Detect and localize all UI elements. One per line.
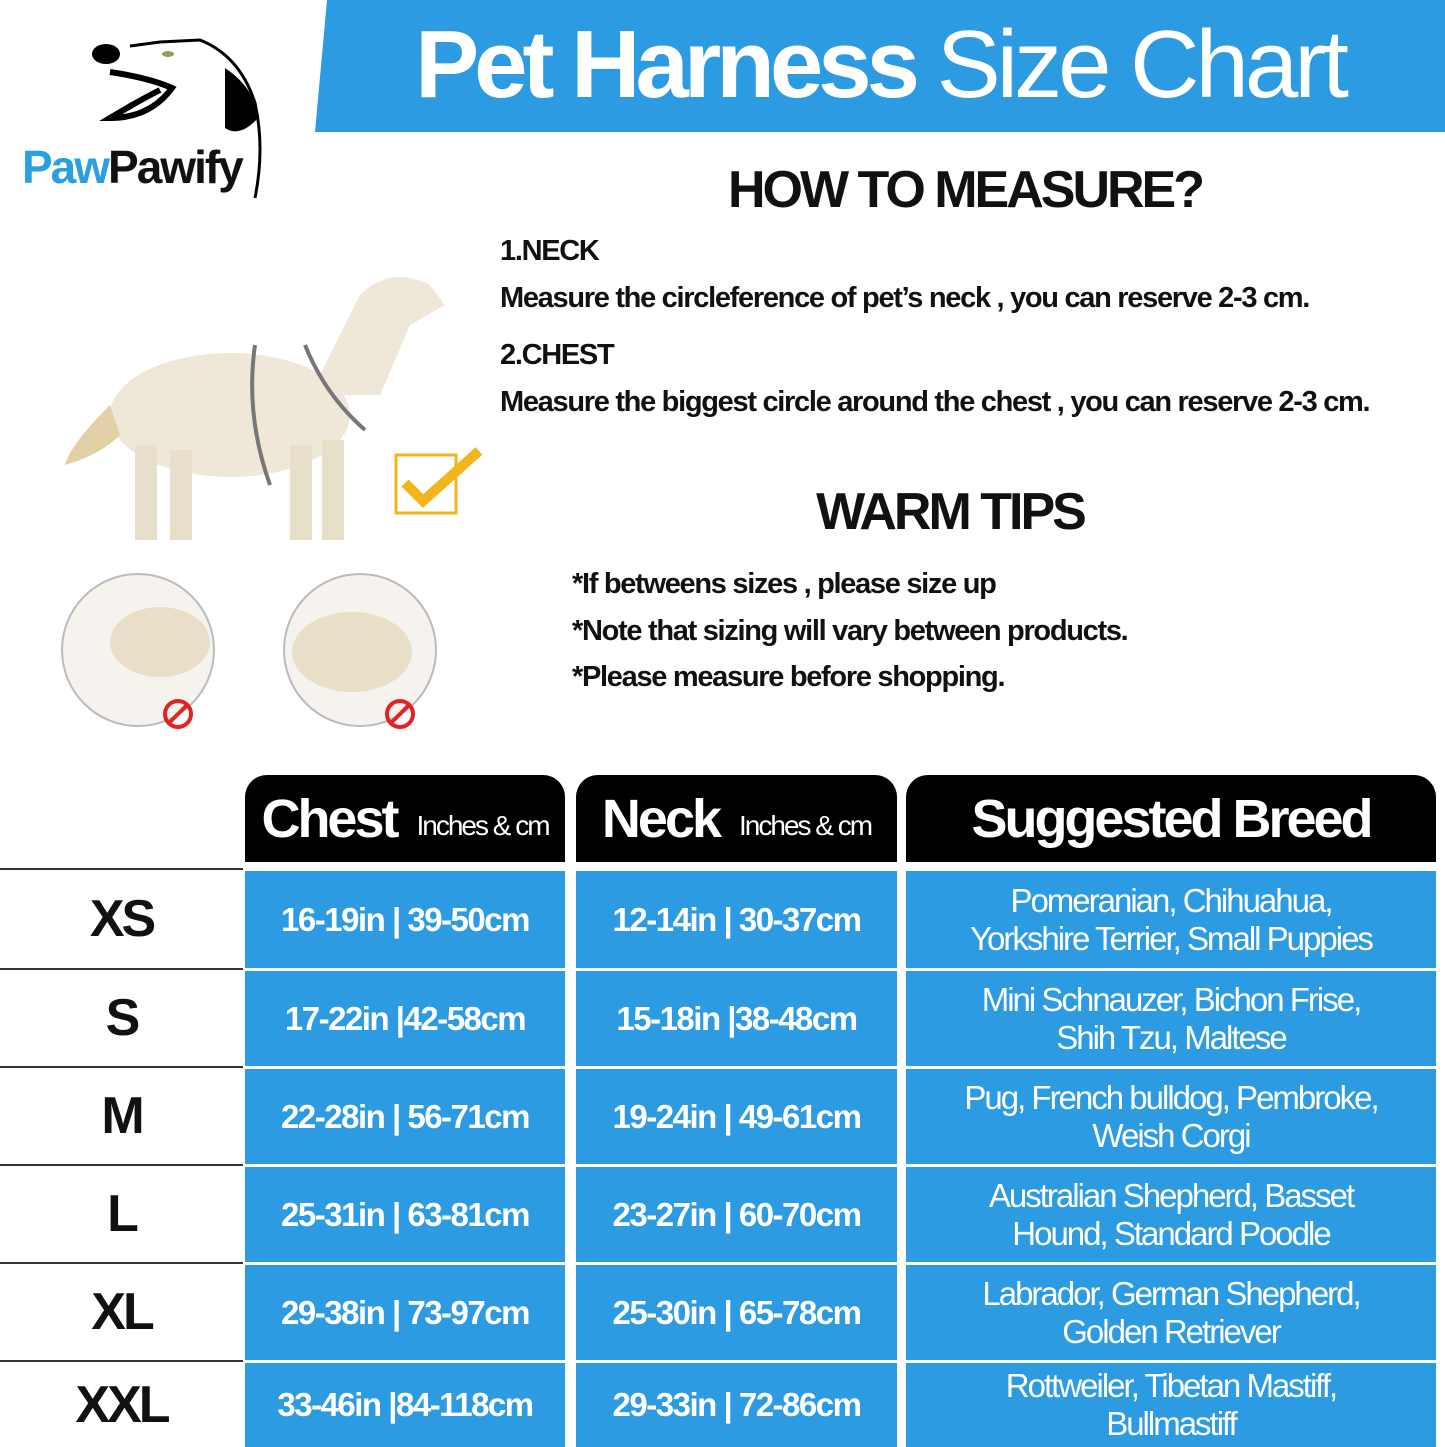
size-label: M — [0, 1066, 243, 1164]
chest-value: 22-28in | 56-71cm — [281, 1097, 530, 1135]
breed-line: Shih Tzu, Maltese — [1056, 1018, 1288, 1056]
chest-cell: 29-38in | 73-97cm — [245, 1265, 565, 1360]
breed-line: Yorkshire Terrier, Small Puppies — [970, 919, 1374, 957]
breed-line: Labrador, German Shepherd, — [982, 1274, 1361, 1312]
tip-item: *Note that sizing will vary between prod… — [572, 615, 1129, 647]
neck-value: 29-33in | 72-86cm — [612, 1386, 862, 1423]
breed-line: Mini Schnauzer, Bichon Frise, — [981, 980, 1363, 1018]
breed-line: Rottweiler, Tibetan Mastiff, — [1005, 1367, 1338, 1404]
chest-cell: 17-22in |42-58cm — [245, 971, 565, 1066]
breed-line: Golden Retriever — [1062, 1312, 1281, 1350]
size-label: XL — [0, 1262, 243, 1360]
dog-head-logo-icon — [92, 38, 262, 198]
chest-value: 33-46in |84-118cm — [277, 1386, 534, 1423]
title-banner — [315, 0, 1445, 132]
breed-cell: Pomeranian, Chihuahua, Yorkshire Terrier,… — [906, 871, 1436, 968]
chest-cell: 33-46in |84-118cm — [245, 1363, 565, 1447]
neck-cell: 19-24in | 49-61cm — [576, 1069, 897, 1164]
chest-value: 29-38in | 73-97cm — [281, 1293, 530, 1331]
size-label: XS — [0, 868, 243, 968]
neck-cell: 29-33in | 72-86cm — [576, 1363, 897, 1447]
neck-value: 23-27in | 60-70cm — [612, 1195, 862, 1233]
breed-line: Weish Corgi — [1092, 1116, 1251, 1154]
no-sign-icon — [163, 699, 193, 729]
wrong-neck-photo — [61, 573, 215, 729]
breed-cell: Rottweiler, Tibetan Mastiff, Bullmastiff — [906, 1363, 1436, 1447]
neck-cell: 23-27in | 60-70cm — [576, 1167, 897, 1262]
wrong-chest-photo — [283, 573, 437, 729]
chest-value: 16-19in | 39-50cm — [281, 900, 530, 938]
size-label: S — [0, 968, 243, 1066]
size-label: XXL — [0, 1360, 243, 1447]
neck-cell: 25-30in | 65-78cm — [576, 1265, 897, 1360]
chest-cell: 22-28in | 56-71cm — [245, 1069, 565, 1164]
dog-photo — [65, 277, 445, 540]
chest-instruction: Measure the biggest circle around the ch… — [500, 386, 1371, 418]
breed-line: Bullmastiff — [1106, 1405, 1238, 1442]
breed-cell: Pug, French bulldog, Pembroke, Weish Corg… — [906, 1069, 1436, 1164]
chest-value: 17-22in |42-58cm — [284, 999, 527, 1037]
chest-label: 2.CHEST — [500, 339, 615, 371]
neck-value: 15-18in |38-48cm — [616, 999, 858, 1037]
brand-logo: PawPawify — [22, 141, 244, 193]
page-title: Pet Harness Size Chart — [415, 11, 1349, 118]
breed-cell: Mini Schnauzer, Bichon Frise, Shih Tzu, M… — [906, 971, 1436, 1066]
breed-cell: Australian Shepherd, Basset Hound, Standa… — [906, 1167, 1436, 1262]
header-breed: Suggested Breed — [906, 775, 1436, 862]
neck-cell: 15-18in |38-48cm — [576, 971, 897, 1066]
no-sign-icon — [385, 699, 415, 729]
header-neck: Neck Inches & cm — [576, 775, 897, 862]
how-to-measure-heading: HOW TO MEASURE? — [727, 161, 1205, 219]
breed-line: Australian Shepherd, Basset — [988, 1176, 1355, 1214]
breed-line: Pug, French bulldog, Pembroke, — [964, 1078, 1379, 1116]
size-label: L — [0, 1164, 243, 1262]
chest-value: 25-31in | 63-81cm — [281, 1195, 530, 1233]
neck-value: 12-14in | 30-37cm — [612, 900, 862, 938]
neck-value: 25-30in | 65-78cm — [612, 1293, 862, 1331]
neck-cell: 12-14in | 30-37cm — [576, 871, 897, 968]
warm-tips-heading: WARM TIPS — [816, 483, 1087, 541]
neck-instruction: Measure the circleference of pet’s neck … — [500, 282, 1310, 314]
tip-item: *If betweens sizes , please size up — [572, 568, 997, 600]
breed-line: Hound, Standard Poodle — [1012, 1214, 1331, 1252]
breed-line: Pomeranian, Chihuahua, — [1010, 881, 1333, 919]
neck-value: 19-24in | 49-61cm — [612, 1097, 862, 1135]
tip-item: *Please measure before shopping. — [572, 661, 1006, 693]
neck-label: 1.NECK — [500, 235, 600, 267]
breed-cell: Labrador, German Shepherd, Golden Retriev… — [906, 1265, 1436, 1360]
chest-cell: 16-19in | 39-50cm — [245, 871, 565, 968]
chest-cell: 25-31in | 63-81cm — [245, 1167, 565, 1262]
header-chest: Chest Inches & cm — [245, 775, 565, 862]
checkmark-icon — [394, 447, 483, 515]
